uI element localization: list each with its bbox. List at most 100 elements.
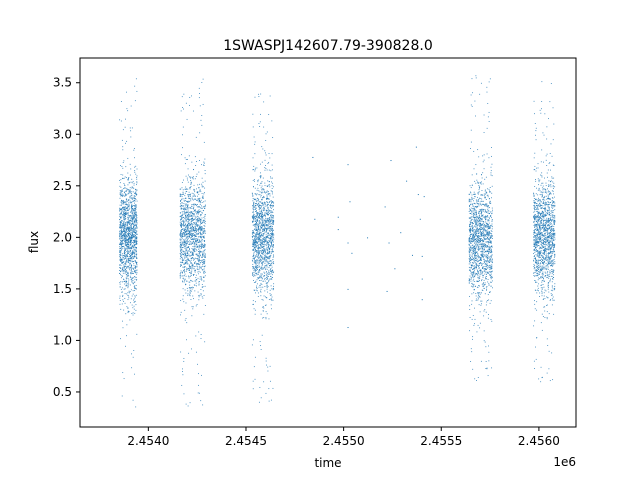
data-point xyxy=(268,219,270,221)
data-point xyxy=(255,222,257,224)
data-point xyxy=(131,233,133,235)
data-point xyxy=(272,289,274,291)
data-point xyxy=(186,204,187,206)
data-point xyxy=(123,230,124,232)
data-point xyxy=(201,262,203,264)
data-point xyxy=(264,205,266,207)
data-point xyxy=(199,235,201,237)
data-point xyxy=(120,223,121,225)
data-point xyxy=(182,250,184,252)
data-point xyxy=(198,241,200,243)
data-point xyxy=(469,237,471,238)
data-point xyxy=(132,268,134,269)
data-point xyxy=(203,280,205,282)
data-point xyxy=(132,267,134,269)
data-point xyxy=(265,213,267,215)
data-point xyxy=(182,368,183,370)
data-point xyxy=(201,186,203,188)
data-point xyxy=(253,273,255,275)
data-point xyxy=(257,273,259,275)
data-point xyxy=(194,246,196,248)
data-point xyxy=(200,202,202,204)
data-point xyxy=(129,244,131,246)
data-point xyxy=(489,227,491,229)
data-point xyxy=(196,188,198,190)
data-point xyxy=(120,281,122,283)
data-point xyxy=(469,234,471,236)
data-point xyxy=(255,241,257,243)
data-point xyxy=(252,243,254,245)
data-point xyxy=(201,222,203,224)
data-point xyxy=(469,200,471,202)
data-point xyxy=(484,243,485,245)
data-point xyxy=(256,215,258,217)
data-point xyxy=(132,253,134,255)
data-point xyxy=(473,260,475,262)
data-point xyxy=(131,313,133,314)
data-point xyxy=(263,271,265,273)
data-point xyxy=(121,225,123,227)
data-point xyxy=(134,239,136,241)
data-point xyxy=(131,236,133,238)
data-point xyxy=(135,213,137,215)
data-point xyxy=(127,230,129,232)
data-point xyxy=(136,200,138,202)
data-point xyxy=(271,232,273,234)
data-point xyxy=(122,149,124,151)
data-point xyxy=(254,220,256,222)
data-point xyxy=(134,230,136,232)
data-point xyxy=(255,289,257,291)
data-point xyxy=(476,256,478,258)
data-point xyxy=(187,229,189,231)
data-point xyxy=(128,279,130,281)
data-point xyxy=(255,207,257,209)
data-point xyxy=(471,229,473,231)
data-point xyxy=(256,241,258,243)
data-point xyxy=(262,253,264,255)
data-point xyxy=(201,212,203,214)
data-point xyxy=(188,194,190,196)
data-point xyxy=(121,200,123,201)
data-point xyxy=(262,225,264,227)
data-point xyxy=(260,235,261,236)
data-point xyxy=(119,259,121,261)
data-point xyxy=(122,266,124,268)
data-point xyxy=(127,262,129,264)
data-point xyxy=(481,216,483,218)
data-point xyxy=(477,245,479,247)
data-point xyxy=(125,254,127,256)
data-point xyxy=(185,231,187,232)
data-point xyxy=(200,248,202,249)
data-point xyxy=(203,245,205,247)
data-point xyxy=(120,227,122,229)
data-point xyxy=(479,258,481,260)
data-point xyxy=(263,214,265,216)
data-point xyxy=(202,404,204,406)
data-point xyxy=(134,249,136,251)
data-point xyxy=(480,204,482,206)
data-point xyxy=(203,162,205,164)
data-point xyxy=(252,113,254,115)
data-point xyxy=(187,254,188,256)
data-point xyxy=(193,274,195,275)
data-point xyxy=(201,183,203,185)
data-point xyxy=(121,258,123,260)
data-point xyxy=(131,127,133,129)
data-point xyxy=(258,217,260,219)
data-point xyxy=(120,193,122,195)
data-point xyxy=(473,256,475,258)
data-point xyxy=(135,261,137,263)
data-point xyxy=(265,234,267,236)
data-point xyxy=(490,215,491,217)
data-point xyxy=(123,247,125,249)
data-point xyxy=(487,256,488,258)
data-point xyxy=(187,263,189,265)
data-point xyxy=(268,209,270,211)
data-point xyxy=(121,254,123,256)
data-point xyxy=(258,194,260,196)
data-point xyxy=(269,201,271,202)
data-point xyxy=(271,249,273,251)
data-point xyxy=(119,282,121,284)
data-point xyxy=(136,230,138,232)
data-point xyxy=(485,216,486,217)
